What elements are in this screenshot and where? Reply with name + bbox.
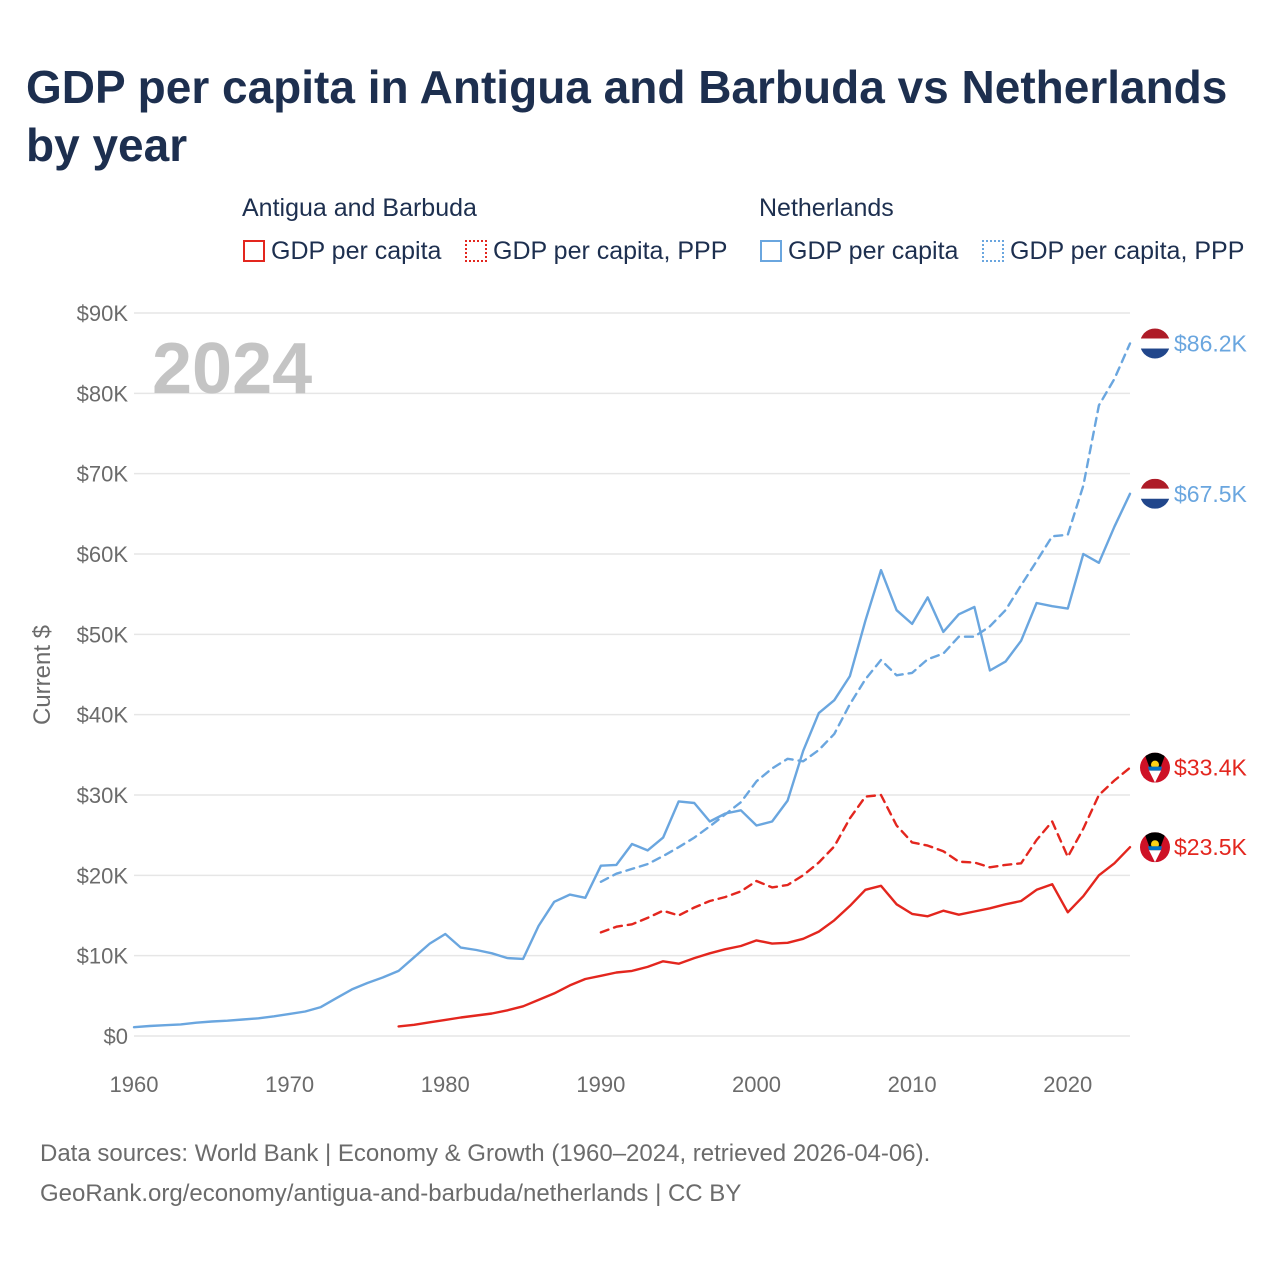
footer-url: GeoRank.org/economy/antigua-and-barbuda/… — [40, 1180, 742, 1207]
y-tick-label: $30K — [77, 783, 129, 808]
legend-label: GDP per capita, PPP — [493, 236, 728, 265]
year-watermark: 2024 — [152, 329, 312, 409]
x-tick-label: 1980 — [421, 1072, 470, 1097]
netherlands-flag-icon — [1140, 478, 1170, 509]
legend-swatch-dotted-red — [465, 240, 487, 262]
end-value-label: $23.5K — [1174, 834, 1248, 860]
antigua-flag-icon — [1140, 832, 1170, 863]
legend-label: GDP per capita — [271, 236, 442, 265]
legend-swatch-solid-blue — [760, 240, 782, 262]
x-tick-label: 1970 — [265, 1072, 314, 1097]
legend-item-netherlands-gdp[interactable]: GDP per capita — [760, 234, 958, 268]
y-tick-label: $20K — [77, 863, 129, 888]
y-tick-label: $70K — [77, 462, 129, 487]
y-tick-label: $10K — [77, 944, 129, 969]
footer-sources: Data sources: World Bank | Economy & Gro… — [40, 1140, 931, 1167]
legend-item-netherlands-ppp[interactable]: GDP per capita, PPP — [982, 234, 1244, 268]
x-tick-label: 1960 — [110, 1072, 159, 1097]
y-tick-label: $50K — [77, 622, 129, 647]
end-value-label: $67.5K — [1174, 481, 1248, 507]
legend-item-antigua-gdp[interactable]: GDP per capita — [243, 234, 441, 268]
x-tick-label: 2010 — [888, 1072, 937, 1097]
y-tick-label: $80K — [77, 381, 129, 406]
legend-group-antigua: Antigua and Barbuda — [242, 194, 477, 222]
legend-item-antigua-ppp[interactable]: GDP per capita, PPP — [465, 234, 727, 268]
line-chart: $0 $10K $20K $30K $40K $50K $60K $70K $80K $90K 19… — [29, 301, 1248, 1097]
legend-label: GDP per capita — [788, 236, 959, 265]
y-tick-label: $0 — [104, 1024, 128, 1049]
legend-swatch-solid-red — [243, 240, 265, 262]
x-tick-label: 2020 — [1043, 1072, 1092, 1097]
x-tick-label: 1990 — [576, 1072, 625, 1097]
end-value-label: $33.4K — [1174, 755, 1248, 781]
chart-title: GDP per capita in Antigua and Barbuda vs… — [26, 61, 1228, 171]
series-line-antigua-and-barbuda-gdp-per-capita-ppp — [599, 766, 1132, 934]
y-tick-label: $40K — [77, 703, 129, 728]
y-tick-label: $90K — [77, 301, 129, 326]
series-line-antigua-and-barbuda-gdp-per-capita — [397, 846, 1132, 1028]
series-line-netherlands-gdp-per-capita — [132, 492, 1132, 1029]
series-line-netherlands-gdp-per-capita-ppp — [599, 342, 1132, 883]
legend-group-netherlands: Netherlands — [759, 194, 894, 222]
end-value-label: $86.2K — [1174, 331, 1248, 357]
netherlands-flag-icon — [1140, 328, 1170, 359]
legend-swatch-dotted-blue — [982, 240, 1004, 262]
legend-label: GDP per capita, PPP — [1010, 236, 1245, 265]
y-axis-label: Current $ — [29, 625, 56, 725]
x-tick-label: 2000 — [732, 1072, 781, 1097]
y-tick-label: $60K — [77, 542, 129, 567]
antigua-flag-icon — [1140, 752, 1170, 783]
